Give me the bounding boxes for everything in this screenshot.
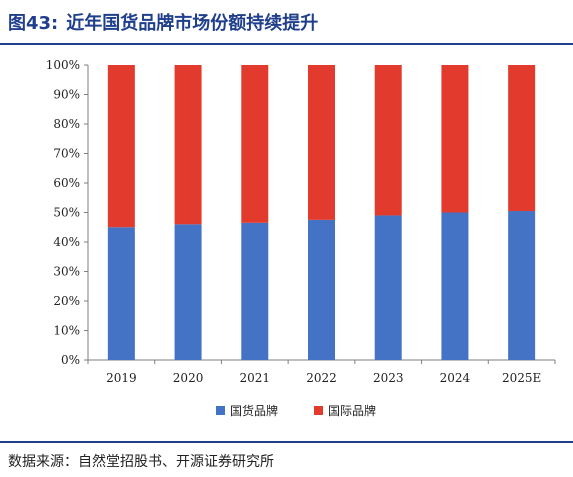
y-tick-label: 30%: [53, 265, 80, 279]
y-tick-label: 20%: [53, 294, 80, 308]
y-tick-label: 80%: [53, 117, 80, 131]
bar-international: [508, 65, 536, 212]
y-tick-label: 90%: [53, 88, 80, 102]
stacked-bar-chart: 0% 10% 20% 30% 40% 50% 60% 70% 80% 90% 100% 2019 202…: [46, 58, 556, 418]
figure-number: 图43:: [8, 13, 59, 34]
bar-domestic: [174, 224, 202, 360]
y-tick-label: 100%: [46, 58, 80, 72]
title-divider: [0, 43, 573, 45]
y-tick-label: 70%: [53, 147, 80, 161]
figure-title: 图43: 近年国货品牌市场份额持续提升: [8, 9, 318, 35]
bar-domestic: [508, 211, 536, 360]
x-tick-label: 2019: [106, 371, 137, 385]
x-tick-label: 2025E: [502, 371, 541, 385]
legend-swatch-international: [314, 406, 323, 415]
bar-domestic: [308, 219, 335, 360]
figure-title-text: 近年国货品牌市场份额持续提升: [66, 13, 319, 34]
bar-international: [441, 65, 469, 213]
bar-domestic: [441, 212, 469, 360]
bar-international: [374, 65, 402, 216]
y-tick-label: 40%: [53, 235, 80, 249]
bar-domestic: [107, 227, 135, 360]
y-tick-label: 10%: [53, 324, 80, 338]
legend-label-domestic: 国货品牌: [230, 403, 278, 418]
y-tick-label: 60%: [53, 176, 80, 190]
legend-swatch-domestic: [216, 406, 225, 415]
bar-international: [241, 65, 269, 223]
x-tick-label: 2022: [306, 371, 337, 385]
source-divider: [0, 441, 573, 443]
x-tick-label: 2023: [373, 371, 404, 385]
y-tick-label: 50%: [53, 206, 80, 220]
bar-domestic: [241, 222, 269, 360]
bar-international: [308, 65, 335, 220]
bar-international: [107, 65, 135, 228]
bar-international: [174, 65, 202, 225]
source-note: 数据来源：自然堂招股书、开源证券研究所: [8, 454, 274, 470]
x-tick-label: 2021: [240, 371, 271, 385]
x-tick-label: 2020: [173, 371, 204, 385]
legend-label-international: 国际品牌: [328, 404, 376, 418]
y-tick-label: 0%: [61, 353, 80, 367]
x-tick-label: 2024: [440, 371, 471, 385]
bar-domestic: [374, 215, 402, 360]
